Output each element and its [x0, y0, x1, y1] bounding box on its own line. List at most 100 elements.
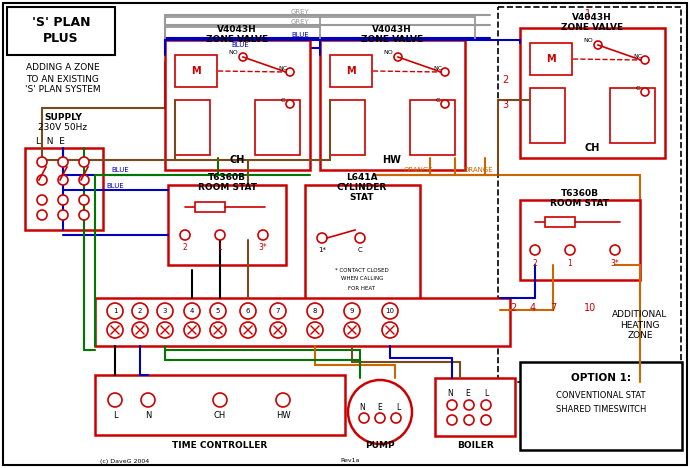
- Circle shape: [307, 322, 323, 338]
- Text: E: E: [466, 388, 471, 397]
- Circle shape: [240, 322, 256, 338]
- Text: BLUE: BLUE: [291, 32, 309, 38]
- Circle shape: [530, 245, 540, 255]
- Circle shape: [394, 53, 402, 61]
- Text: CYLINDER: CYLINDER: [337, 183, 387, 192]
- Circle shape: [375, 413, 385, 423]
- Circle shape: [481, 400, 491, 410]
- Bar: [520, 362, 682, 450]
- Text: M: M: [546, 54, 556, 64]
- Circle shape: [107, 303, 123, 319]
- Text: SUPPLY: SUPPLY: [44, 114, 82, 123]
- Text: NC: NC: [433, 66, 442, 71]
- Circle shape: [239, 53, 247, 61]
- Text: T6360B: T6360B: [561, 189, 599, 197]
- Circle shape: [258, 230, 268, 240]
- Circle shape: [37, 210, 47, 220]
- Text: M: M: [191, 66, 201, 76]
- Bar: [520, 28, 665, 158]
- Text: ROOM STAT: ROOM STAT: [197, 183, 257, 192]
- Text: N: N: [359, 402, 365, 411]
- Text: E: E: [377, 402, 382, 411]
- Text: HW: HW: [382, 155, 402, 165]
- Text: BLUE: BLUE: [106, 183, 124, 189]
- Bar: [330, 55, 372, 87]
- Text: STAT: STAT: [350, 193, 374, 203]
- Circle shape: [37, 195, 47, 205]
- Text: C: C: [357, 247, 362, 253]
- Circle shape: [382, 303, 398, 319]
- Text: 1: 1: [112, 308, 117, 314]
- Text: 3: 3: [163, 308, 167, 314]
- Circle shape: [132, 303, 148, 319]
- Text: L  N  E: L N E: [36, 137, 64, 146]
- Circle shape: [481, 415, 491, 425]
- Text: V4043H: V4043H: [572, 14, 612, 22]
- Text: 10: 10: [584, 303, 596, 313]
- Circle shape: [157, 303, 173, 319]
- Bar: [498, 7, 681, 382]
- Text: CH: CH: [214, 411, 226, 421]
- Circle shape: [441, 68, 449, 76]
- Circle shape: [79, 210, 89, 220]
- Text: 2: 2: [183, 243, 188, 253]
- Bar: [175, 100, 210, 155]
- Text: 3*: 3*: [611, 258, 620, 268]
- Circle shape: [210, 303, 226, 319]
- Text: 8: 8: [313, 308, 317, 314]
- Circle shape: [132, 322, 148, 338]
- Circle shape: [107, 322, 123, 338]
- Text: L: L: [396, 402, 400, 411]
- Circle shape: [79, 157, 89, 167]
- Bar: [175, 55, 217, 87]
- Text: CONVENTIONAL STAT: CONVENTIONAL STAT: [556, 392, 646, 401]
- Bar: [305, 185, 420, 300]
- Text: C: C: [436, 97, 440, 102]
- Text: 'S' PLAN SYSTEM: 'S' PLAN SYSTEM: [26, 86, 101, 95]
- Text: GREY: GREY: [290, 9, 309, 15]
- Circle shape: [317, 233, 327, 243]
- Text: 10: 10: [386, 308, 395, 314]
- Text: ZONE VALVE: ZONE VALVE: [361, 36, 423, 44]
- Text: N: N: [447, 388, 453, 397]
- Text: OPTION 1:: OPTION 1:: [571, 373, 631, 383]
- Text: 5: 5: [216, 308, 220, 314]
- Text: 7: 7: [276, 308, 280, 314]
- Circle shape: [565, 245, 575, 255]
- Circle shape: [215, 230, 225, 240]
- Text: NO: NO: [583, 38, 593, 44]
- Circle shape: [464, 415, 474, 425]
- Bar: [320, 40, 465, 170]
- Text: NO: NO: [228, 51, 238, 56]
- Text: 9: 9: [350, 308, 354, 314]
- Circle shape: [464, 400, 474, 410]
- Bar: [610, 88, 655, 143]
- Circle shape: [641, 56, 649, 64]
- Text: TO AN EXISTING: TO AN EXISTING: [26, 74, 99, 83]
- Circle shape: [79, 195, 89, 205]
- Circle shape: [270, 303, 286, 319]
- Text: C: C: [281, 97, 285, 102]
- Circle shape: [58, 195, 68, 205]
- Bar: [168, 185, 286, 265]
- Bar: [95, 375, 345, 435]
- Text: PUMP: PUMP: [365, 440, 395, 449]
- Circle shape: [641, 88, 649, 96]
- Circle shape: [344, 322, 360, 338]
- Circle shape: [157, 322, 173, 338]
- Bar: [165, 40, 310, 170]
- Circle shape: [37, 157, 47, 167]
- Circle shape: [184, 303, 200, 319]
- Text: 2: 2: [502, 75, 508, 85]
- Text: NC: NC: [633, 53, 642, 58]
- Circle shape: [344, 303, 360, 319]
- Circle shape: [141, 393, 155, 407]
- Text: N: N: [145, 411, 151, 421]
- Text: 2: 2: [510, 303, 516, 313]
- Circle shape: [58, 157, 68, 167]
- Bar: [25, 148, 103, 230]
- Text: 2: 2: [533, 258, 538, 268]
- Circle shape: [210, 322, 226, 338]
- Circle shape: [276, 393, 290, 407]
- Text: ZONE VALVE: ZONE VALVE: [561, 23, 623, 32]
